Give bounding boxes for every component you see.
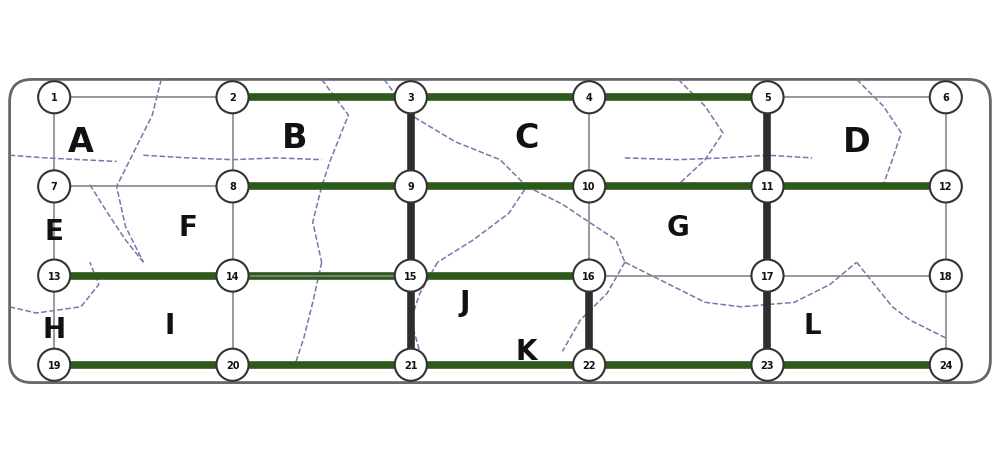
Circle shape (751, 260, 784, 292)
Text: B: B (282, 122, 308, 155)
Text: K: K (516, 338, 537, 366)
Text: 19: 19 (47, 360, 61, 370)
Text: 20: 20 (226, 360, 239, 370)
Circle shape (216, 82, 249, 114)
Text: 2: 2 (229, 93, 236, 103)
Text: 9: 9 (407, 182, 414, 192)
Text: 12: 12 (939, 182, 953, 192)
Circle shape (930, 349, 962, 381)
Circle shape (395, 260, 427, 292)
Circle shape (216, 260, 249, 292)
Circle shape (573, 171, 605, 203)
Text: 22: 22 (582, 360, 596, 370)
Circle shape (930, 82, 962, 114)
Text: 3: 3 (407, 93, 414, 103)
Circle shape (751, 349, 784, 381)
Circle shape (216, 349, 249, 381)
Text: E: E (45, 218, 64, 245)
Text: 11: 11 (761, 182, 774, 192)
Circle shape (395, 171, 427, 203)
Circle shape (395, 349, 427, 381)
Circle shape (751, 171, 784, 203)
Text: 5: 5 (764, 93, 771, 103)
Circle shape (573, 82, 605, 114)
Text: 14: 14 (226, 271, 239, 281)
Text: D: D (843, 126, 871, 159)
Text: 23: 23 (761, 360, 774, 370)
Text: 15: 15 (404, 271, 418, 281)
Text: C: C (514, 122, 539, 155)
Circle shape (216, 171, 249, 203)
Text: G: G (667, 213, 690, 241)
Text: 8: 8 (229, 182, 236, 192)
Circle shape (573, 260, 605, 292)
Text: 10: 10 (582, 182, 596, 192)
Circle shape (930, 171, 962, 203)
Circle shape (38, 171, 70, 203)
Text: A: A (68, 126, 94, 159)
Text: 13: 13 (47, 271, 61, 281)
Circle shape (930, 260, 962, 292)
Text: 18: 18 (939, 271, 953, 281)
Text: 1: 1 (51, 93, 58, 103)
Text: 4: 4 (586, 93, 593, 103)
Text: F: F (178, 213, 197, 241)
Text: 24: 24 (939, 360, 953, 370)
Circle shape (573, 349, 605, 381)
Text: 6: 6 (942, 93, 949, 103)
Text: 17: 17 (761, 271, 774, 281)
Text: L: L (803, 311, 821, 339)
Circle shape (751, 82, 784, 114)
Text: 7: 7 (51, 182, 58, 192)
Circle shape (38, 349, 70, 381)
Text: 21: 21 (404, 360, 418, 370)
Circle shape (395, 82, 427, 114)
Text: H: H (43, 315, 66, 344)
Text: J: J (459, 289, 470, 317)
Circle shape (38, 82, 70, 114)
Text: I: I (165, 311, 175, 339)
Circle shape (38, 260, 70, 292)
Text: 16: 16 (582, 271, 596, 281)
